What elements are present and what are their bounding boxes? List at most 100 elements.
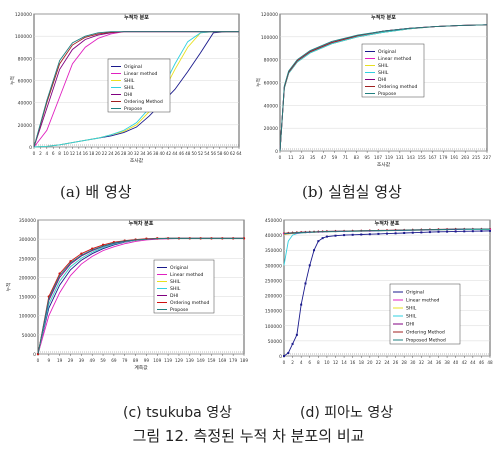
x-tick-label: 131	[396, 155, 404, 160]
series-point	[287, 231, 290, 233]
y-axis-label: 누적	[255, 78, 262, 87]
caption-a: (a) 배 영상	[60, 183, 132, 201]
x-tick-label: 42	[462, 360, 468, 365]
series-point	[489, 229, 491, 232]
x-tick-label: 60	[224, 151, 230, 156]
x-tick-label: 6	[308, 360, 311, 365]
series-point	[321, 230, 324, 232]
legend-label: DHI	[124, 92, 132, 98]
x-tick-label: 167	[429, 155, 437, 160]
y-tick-label: 150000	[265, 309, 282, 315]
series-point	[299, 230, 303, 233]
x-tick-label: 19	[57, 358, 63, 363]
series-point	[304, 282, 307, 285]
x-tick-label: 54	[204, 151, 210, 156]
y-tick-label: 100000	[15, 34, 32, 40]
x-tick-label: 23	[299, 155, 305, 160]
y-tick-label: 50000	[268, 339, 282, 345]
y-tick-label: 350000	[265, 248, 282, 254]
legend-label: Ordering Method	[124, 99, 163, 105]
x-tick-label: 179	[439, 155, 447, 160]
legend-label: SHIL	[378, 70, 389, 76]
x-tick-label: 39	[79, 358, 85, 363]
x-tick-label: 22	[376, 360, 382, 365]
x-tick-label: 58	[217, 151, 223, 156]
x-tick-label: 24	[384, 360, 390, 365]
x-tick-label: 149	[197, 358, 205, 363]
legend-label: Original	[170, 265, 188, 271]
series-point	[480, 230, 483, 233]
series-point	[343, 234, 346, 237]
series-point	[463, 230, 466, 233]
series-point	[334, 234, 337, 237]
x-tick-label: 38	[153, 151, 159, 156]
x-tick-label: 26	[393, 360, 399, 365]
chart-b-svg: 0 20000 40000 60000 80000 100000 120000 0 11 23 35…	[255, 12, 491, 168]
x-tick-label: 29	[68, 358, 74, 363]
series-point	[386, 232, 388, 235]
x-tick-label: 12	[333, 360, 339, 365]
series-point	[342, 229, 346, 232]
x-tick-label: 59	[332, 155, 338, 160]
x-tick-label: 50	[191, 151, 197, 156]
y-tick-label: 250000	[265, 278, 282, 284]
x-axis-label: 계측값	[134, 364, 148, 371]
x-tick-label: 107	[374, 155, 382, 160]
x-tick-label: 6	[52, 151, 55, 156]
y-tick-label: 50000	[22, 333, 36, 339]
legend-label: SHIL	[378, 63, 389, 69]
x-tick-label: 40	[453, 360, 459, 365]
x-tick-label: 52	[198, 151, 204, 156]
series-point	[368, 229, 372, 231]
series-point	[325, 235, 328, 238]
x-tick-label: 36	[436, 360, 442, 365]
x-tick-label: 30	[127, 151, 133, 156]
chart-panel-c: 0 50000 100000 150000 200000 250000 300000 3500…	[4, 212, 248, 374]
y-tick-label: 250000	[19, 256, 36, 262]
legend-label: SHIL	[124, 78, 135, 84]
x-tick-label: 22	[102, 151, 108, 156]
x-tick-label: 14	[341, 360, 347, 365]
series-point	[295, 230, 299, 233]
x-tick-label: 227	[483, 155, 491, 160]
figure-caption: 그림 12. 측정된 누적 차 분포의 비교	[132, 427, 365, 445]
legend-label: Linear method	[124, 71, 158, 77]
x-tick-label: 46	[179, 151, 185, 156]
caption-c: (c) tsukuba 영상	[123, 405, 232, 421]
y-tick-label: 80000	[18, 56, 32, 62]
y-tick-label: 300000	[19, 237, 36, 243]
x-tick-label: 215	[472, 155, 480, 160]
x-axis-label: 조사값	[377, 161, 391, 168]
series-point	[445, 227, 449, 230]
y-tick-label: 0	[279, 354, 282, 360]
y-tick-label: 40000	[264, 103, 278, 109]
y-tick-label: 60000	[18, 79, 32, 85]
x-tick-label: 30	[410, 360, 416, 365]
x-tick-label: 89	[133, 358, 139, 363]
x-tick-label: 191	[450, 155, 458, 160]
x-tick-label: 20	[95, 151, 101, 156]
x-tick-label: 62	[230, 151, 236, 156]
x-tick-label: 10	[324, 360, 330, 365]
legend-label: SHIL	[170, 279, 181, 285]
x-axis-label: 조사값	[130, 157, 144, 164]
x-tick-label: 179	[229, 358, 237, 363]
legend-label: DHI	[170, 293, 178, 299]
x-tick-label: 155	[418, 155, 426, 160]
y-tick-label: 100000	[19, 314, 36, 320]
y-tick-label: 0	[29, 145, 32, 151]
x-tick-label: 0	[37, 358, 40, 363]
series-point	[411, 228, 414, 230]
y-tick-label: 20000	[264, 126, 278, 132]
series-line-6	[33, 31, 239, 148]
y-tick-label: 300000	[265, 263, 282, 269]
x-tick-label: 12	[70, 151, 76, 156]
x-tick-label: 18	[359, 360, 365, 365]
x-tick-label: 9	[48, 358, 51, 363]
y-tick-label: 120000	[15, 12, 32, 18]
y-tick-label: 0	[275, 149, 278, 155]
chart-title: 누적차 분포	[129, 220, 154, 227]
x-tick-label: 4	[45, 151, 48, 156]
x-tick-label: 64	[236, 151, 242, 156]
series-point	[317, 230, 320, 232]
